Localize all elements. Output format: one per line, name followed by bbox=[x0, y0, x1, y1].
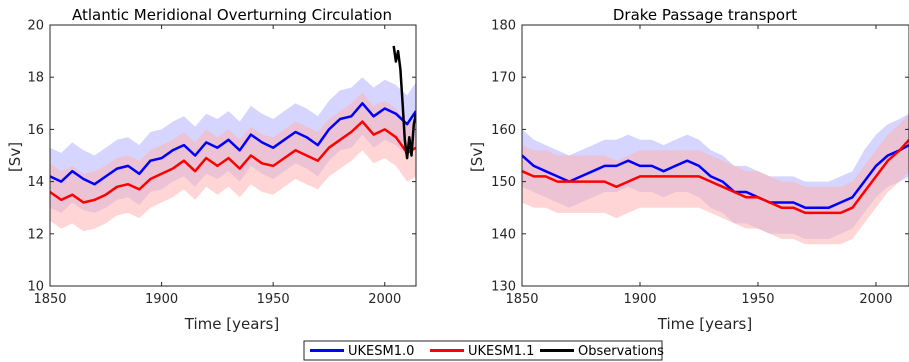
amoc-y-tick-label-12: 12 bbox=[27, 227, 44, 242]
amoc-axes-box bbox=[49, 24, 417, 287]
legend-label-ukesm11: UKESM1.1 bbox=[468, 344, 534, 359]
amoc-line-ukesm1-1 bbox=[50, 120, 416, 204]
legend-label-observations: Observations bbox=[578, 344, 664, 359]
amoc-x-axis-title: Time [years] bbox=[184, 315, 279, 333]
drake-y-tick-label-140: 140 bbox=[491, 227, 516, 242]
drake-x-axis-title: Time [years] bbox=[657, 315, 752, 333]
drake-title: Drake Passage transport bbox=[613, 6, 797, 24]
amoc-series-group bbox=[50, 45, 416, 232]
drake-x-tick-label-1950: 1950 bbox=[741, 292, 774, 307]
legend-label-ukesm10: UKESM1.0 bbox=[348, 344, 414, 359]
drake-y-tick-label-180: 180 bbox=[491, 19, 516, 34]
amoc-y-tick-label-16: 16 bbox=[27, 123, 44, 138]
amoc-y-axis-title: [Sv] bbox=[6, 142, 24, 172]
amoc-panel: Atlantic Meridional Overturning Circulat… bbox=[6, 6, 417, 333]
amoc-x-tick-label-1950: 1950 bbox=[257, 292, 290, 307]
drake-x-tick-label-1850: 1850 bbox=[505, 292, 538, 307]
drake-panel: Drake Passage transport 1850 1900 1950 2000… bbox=[468, 6, 909, 333]
amoc-y-tick-label-18: 18 bbox=[27, 71, 44, 86]
drake-line-ukesm1-1 bbox=[522, 138, 909, 215]
drake-axes-box bbox=[521, 24, 909, 287]
amoc-y-tick-label-14: 14 bbox=[27, 175, 44, 190]
amoc-plot-area: 1850 1900 1950 2000 10 12 14 16 18 20 bbox=[27, 19, 417, 307]
amoc-title: Atlantic Meridional Overturning Circulat… bbox=[72, 6, 392, 24]
drake-series-group bbox=[522, 113, 909, 245]
drake-y-tick-label-170: 170 bbox=[491, 71, 516, 86]
legend-box bbox=[303, 340, 663, 361]
legend: UKESM1.0 UKESM1.1 Observations bbox=[303, 340, 664, 361]
drake-x-tick-label-1900: 1900 bbox=[623, 292, 656, 307]
amoc-x-tick-label-1900: 1900 bbox=[145, 292, 178, 307]
drake-y-tick-label-150: 150 bbox=[491, 175, 516, 190]
amoc-x-tick-label-1850: 1850 bbox=[33, 292, 66, 307]
drake-y-tick-label-130: 130 bbox=[491, 280, 516, 295]
drake-y-tick-label-160: 160 bbox=[491, 123, 516, 138]
amoc-line-observations bbox=[392, 45, 416, 160]
amoc-y-tick-label-10: 10 bbox=[27, 280, 44, 295]
amoc-x-tick-label-2000: 2000 bbox=[368, 292, 401, 307]
drake-line-ukesm1-0 bbox=[522, 144, 909, 209]
amoc-line-ukesm1-0 bbox=[50, 102, 416, 186]
drake-x-tick-label-2000: 2000 bbox=[859, 292, 892, 307]
drake-y-axis-title: [Sv] bbox=[468, 142, 486, 172]
drake-plot-area: 1850 1900 1950 2000 130 140 150 160 170 180 bbox=[491, 19, 909, 307]
amoc-y-tick-label-20: 20 bbox=[27, 19, 44, 34]
